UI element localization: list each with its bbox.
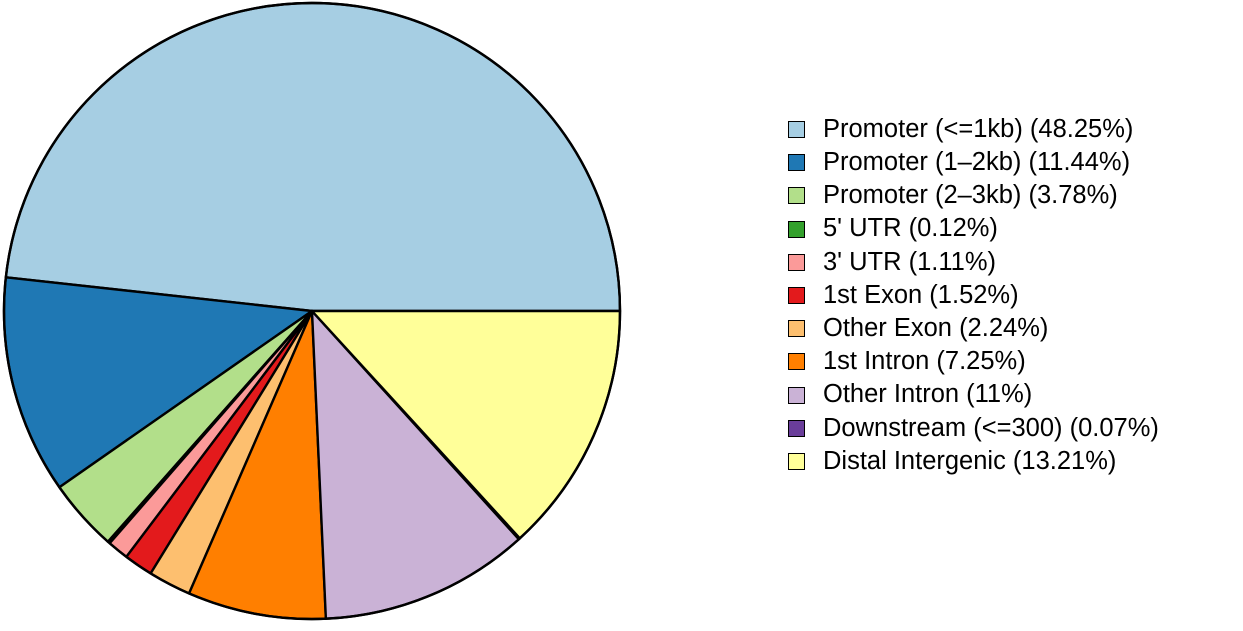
pie-slice[interactable] <box>4 1 622 313</box>
legend-color-swatch <box>788 253 805 271</box>
legend-color-swatch <box>788 419 805 437</box>
pie-chart-svg <box>2 1 622 621</box>
legend-item-label: 3' UTR (1.11%) <box>823 247 997 276</box>
legend-item-label: 1st Intron (7.25%) <box>823 347 1026 376</box>
legend-item[interactable]: Distal Intergenic (13.21%) <box>788 445 1243 478</box>
legend-color-swatch <box>788 220 805 238</box>
legend-color-swatch <box>788 154 805 172</box>
legend-item-label: 5' UTR (0.12%) <box>823 214 998 243</box>
legend-item-label: Promoter (1–2kb) (11.44%) <box>823 148 1131 177</box>
legend-item[interactable]: Promoter (<=1kb) (48.25%) <box>788 113 1243 146</box>
legend-item-label: Other Intron (11%) <box>823 380 1033 409</box>
legend-color-swatch <box>788 353 805 371</box>
legend-item[interactable]: 1st Intron (7.25%) <box>788 345 1243 378</box>
legend-item[interactable]: Promoter (2–3kb) (3.78%) <box>788 179 1243 212</box>
legend-color-swatch <box>788 187 805 205</box>
legend-color-swatch <box>788 287 805 305</box>
legend-color-swatch <box>788 452 805 470</box>
legend-color-swatch <box>788 386 805 404</box>
legend-item-label: Other Exon (2.24%) <box>823 313 1049 342</box>
legend-color-swatch <box>788 320 805 338</box>
pie-chart-area <box>2 1 622 621</box>
legend-item[interactable]: Other Intron (11%) <box>788 379 1243 412</box>
legend-item-label: 1st Exon (1.52%) <box>823 280 1019 309</box>
legend-item-label: Promoter (2–3kb) (3.78%) <box>823 181 1118 210</box>
legend-item[interactable]: Promoter (1–2kb) (11.44%) <box>788 146 1243 179</box>
legend-item-label: Promoter (<=1kb) (48.25%) <box>823 114 1134 143</box>
chart-legend: Promoter (<=1kb) (48.25%) Promoter (1–2kb… <box>788 113 1243 478</box>
legend-item[interactable]: 1st Exon (1.52%) <box>788 279 1243 312</box>
legend-item-label: Downstream (<=300) (0.07%) <box>823 413 1159 442</box>
legend-item[interactable]: 3' UTR (1.11%) <box>788 246 1243 279</box>
pie-outline <box>2 1 622 621</box>
legend-item[interactable]: Downstream (<=300) (0.07%) <box>788 412 1243 445</box>
legend-item[interactable]: Other Exon (2.24%) <box>788 312 1243 345</box>
legend-item-label: Distal Intergenic (13.21%) <box>823 446 1117 475</box>
legend-item[interactable]: 5' UTR (0.12%) <box>788 213 1243 246</box>
legend-color-swatch <box>788 121 805 139</box>
